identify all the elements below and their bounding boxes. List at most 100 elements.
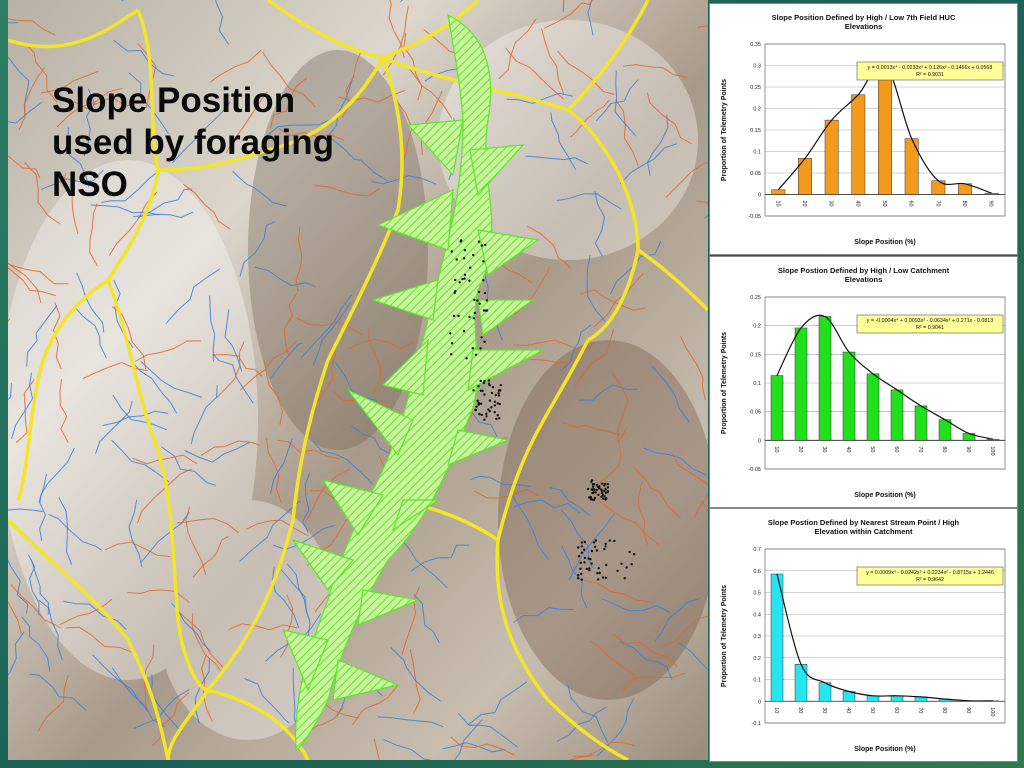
stream-line <box>128 72 169 134</box>
y-tick-label: -0.1 <box>752 721 761 727</box>
telemetry-point <box>602 497 605 500</box>
telemetry-point <box>587 557 590 560</box>
stream-line <box>549 487 591 517</box>
telemetry-point <box>460 239 463 242</box>
stream-line <box>317 345 336 403</box>
y-tick-label: -0.05 <box>748 467 761 473</box>
stream-line <box>527 225 571 269</box>
stream-line <box>8 600 22 635</box>
stream-line <box>556 193 622 210</box>
telemetry-point <box>488 399 492 402</box>
stream-line <box>560 324 592 372</box>
telemetry-point <box>591 485 595 488</box>
telemetry-point <box>485 412 488 415</box>
telemetry-point <box>593 496 597 500</box>
x-tick-label: 10 <box>774 201 780 207</box>
stream-line <box>209 295 216 362</box>
telemetry-point <box>493 411 496 414</box>
telemetry-point <box>481 389 484 392</box>
trendline-r2: R² = 0.9642 <box>916 577 944 583</box>
stream-line <box>10 584 61 629</box>
stream-line <box>140 360 203 398</box>
telemetry-point <box>591 491 594 495</box>
stream-line <box>8 155 41 179</box>
stream-line <box>638 482 649 546</box>
stream-line <box>245 519 309 537</box>
trendline-r2: R² = 0.9031 <box>916 72 944 78</box>
stream-line <box>382 5 409 76</box>
telemetry-point <box>628 550 631 554</box>
stream-line <box>587 0 594 36</box>
chart-panel-catchment: Slope Postion Defined by High / Low Catc… <box>709 256 1018 508</box>
stream-line <box>150 674 183 733</box>
telemetry-point <box>592 488 595 491</box>
y-tick-label: 0.2 <box>753 656 761 662</box>
telemetry-point <box>597 566 600 570</box>
telemetry-point <box>493 404 496 407</box>
telemetry-point <box>595 488 598 492</box>
telemetry-point <box>592 498 596 501</box>
stream-line <box>212 353 263 377</box>
telemetry-point <box>595 483 599 486</box>
stream-line <box>557 50 615 95</box>
telemetry-point <box>620 562 623 565</box>
trendline-equation: y = 0.0013x⁴ - 0.0233x³ + 0.126x² - 0.14… <box>868 65 993 71</box>
telemetry-point <box>588 569 591 572</box>
watershed-map <box>8 0 708 760</box>
bar <box>794 664 808 702</box>
telemetry-point <box>462 257 466 260</box>
stream-line <box>633 466 681 519</box>
x-tick-label: 30 <box>821 446 827 452</box>
stream-line <box>210 49 262 83</box>
bar <box>771 189 786 195</box>
telemetry-point <box>474 408 477 412</box>
stream-line <box>38 599 63 660</box>
stream-line <box>52 302 62 370</box>
stream-line <box>696 200 708 204</box>
stream-line <box>111 439 170 483</box>
stream-line <box>401 586 421 656</box>
stream-line <box>540 28 565 94</box>
telemetry-point <box>450 250 453 253</box>
telemetry-point <box>499 384 502 387</box>
stream-line <box>619 641 673 680</box>
x-tick-label: 20 <box>797 707 803 713</box>
stream-line <box>654 597 701 642</box>
stream-line <box>671 452 708 486</box>
stream-line <box>178 611 224 668</box>
y-tick-label: 0.35 <box>750 42 761 48</box>
x-tick-label: 70 <box>934 201 940 207</box>
x-tick-label: 100 <box>989 446 995 455</box>
stream-line <box>30 559 50 615</box>
stream-line <box>216 341 245 399</box>
chart-title-line: Slope Postion Defined by Nearest Stream … <box>768 518 960 527</box>
telemetry-point <box>583 561 586 564</box>
y-tick-label: 0 <box>758 193 761 199</box>
stream-line <box>302 472 311 533</box>
stream-line <box>82 362 149 379</box>
stream-line <box>239 500 301 562</box>
x-tick-label: 50 <box>881 201 887 207</box>
stream-line <box>27 45 58 103</box>
stream-line <box>473 488 539 499</box>
telemetry-point <box>616 569 619 573</box>
stream-line <box>62 172 79 235</box>
stream-line <box>679 335 706 400</box>
chart-panel-nearest-stream: Slope Postion Defined by Nearest Stream … <box>709 508 1018 762</box>
telemetry-point <box>577 574 580 577</box>
telemetry-point <box>454 278 457 282</box>
stream-line <box>458 713 519 748</box>
x-tick-label: 80 <box>941 707 947 713</box>
telemetry-points <box>449 239 636 581</box>
stream-line <box>37 674 69 732</box>
telemetry-point <box>604 542 607 545</box>
bar <box>842 351 856 441</box>
telemetry-point <box>480 402 483 405</box>
y-tick-label: 0.1 <box>753 678 761 684</box>
x-tick-label: 80 <box>961 201 967 207</box>
telemetry-point <box>499 389 502 392</box>
stream-line <box>38 473 47 542</box>
trendline-curve <box>776 314 994 440</box>
telemetry-point <box>580 578 583 581</box>
stream-line <box>377 716 444 728</box>
